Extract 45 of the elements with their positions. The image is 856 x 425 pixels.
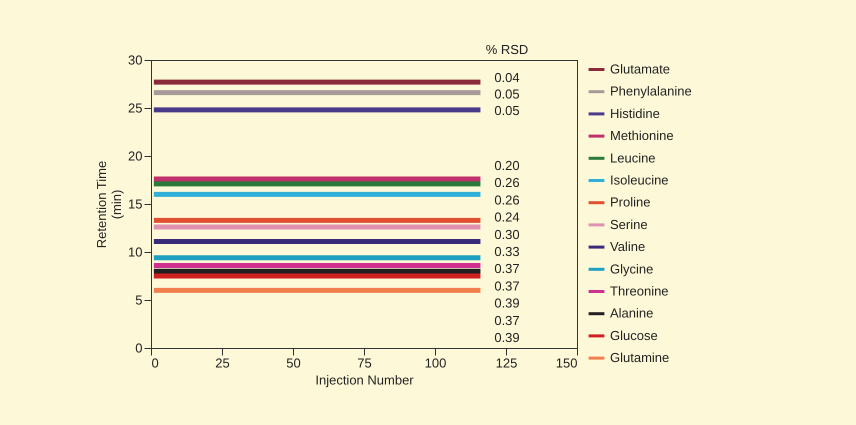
y-tick-label: 15: [128, 196, 142, 212]
y-axis-title: Retention Time (min): [94, 160, 124, 248]
legend-label: Isoleucine: [610, 172, 669, 188]
annotation: 0.39: [494, 296, 520, 311]
legend-label: Serine: [610, 216, 648, 232]
legend-label: Glutamine: [610, 350, 670, 366]
legend-label: Glutamate: [610, 62, 670, 76]
annotation: 0.04: [494, 70, 520, 85]
legend-label: Alanine: [610, 306, 654, 321]
annotation: 0.37: [494, 278, 520, 294]
x-tick-label: 150: [556, 356, 578, 370]
annotation: 0.05: [494, 103, 520, 118]
y-tick-label: 30: [128, 52, 142, 68]
x-tick-label: 125: [496, 356, 518, 370]
x-tick-label: 25: [215, 356, 230, 370]
annotation: 0.37: [494, 312, 520, 328]
y-tick-label: 10: [128, 244, 142, 260]
annotation: 0.33: [494, 244, 520, 259]
legend-label: Proline: [610, 194, 650, 210]
y-tick-label: 0: [135, 340, 142, 356]
x-axis-title: Injection Number: [315, 372, 414, 388]
text: % RSD: [486, 42, 528, 57]
legend-label: Leucine: [610, 150, 656, 166]
x-tick-label: 0: [152, 356, 159, 370]
legend-label: Glycine: [610, 261, 654, 276]
legend-label: Methionine: [610, 128, 674, 144]
annotation: 0.05: [494, 86, 520, 102]
annotation: 0.20: [494, 158, 520, 173]
y-tick-label: 5: [135, 292, 142, 308]
x-tick-label: 75: [357, 356, 372, 370]
annotation: 0.37: [494, 261, 520, 276]
annotation: 0.24: [494, 210, 520, 225]
x-tick-label: 50: [286, 356, 301, 370]
legend-label: Glucose: [610, 328, 658, 343]
annotation: 0.26: [494, 175, 520, 190]
legend-label: Phenylalanine: [610, 84, 692, 99]
y-tick-label: 20: [128, 148, 142, 164]
annotation: 0.30: [494, 226, 520, 242]
legend-label: Histidine: [610, 106, 660, 121]
legend-label: Valine: [610, 239, 646, 254]
annotation: 0.39: [494, 330, 520, 345]
x-tick-label: 100: [424, 356, 446, 370]
annotation: 0.26: [494, 192, 520, 208]
y-tick-label: 25: [128, 100, 142, 116]
legend-label: Threonine: [610, 284, 669, 298]
